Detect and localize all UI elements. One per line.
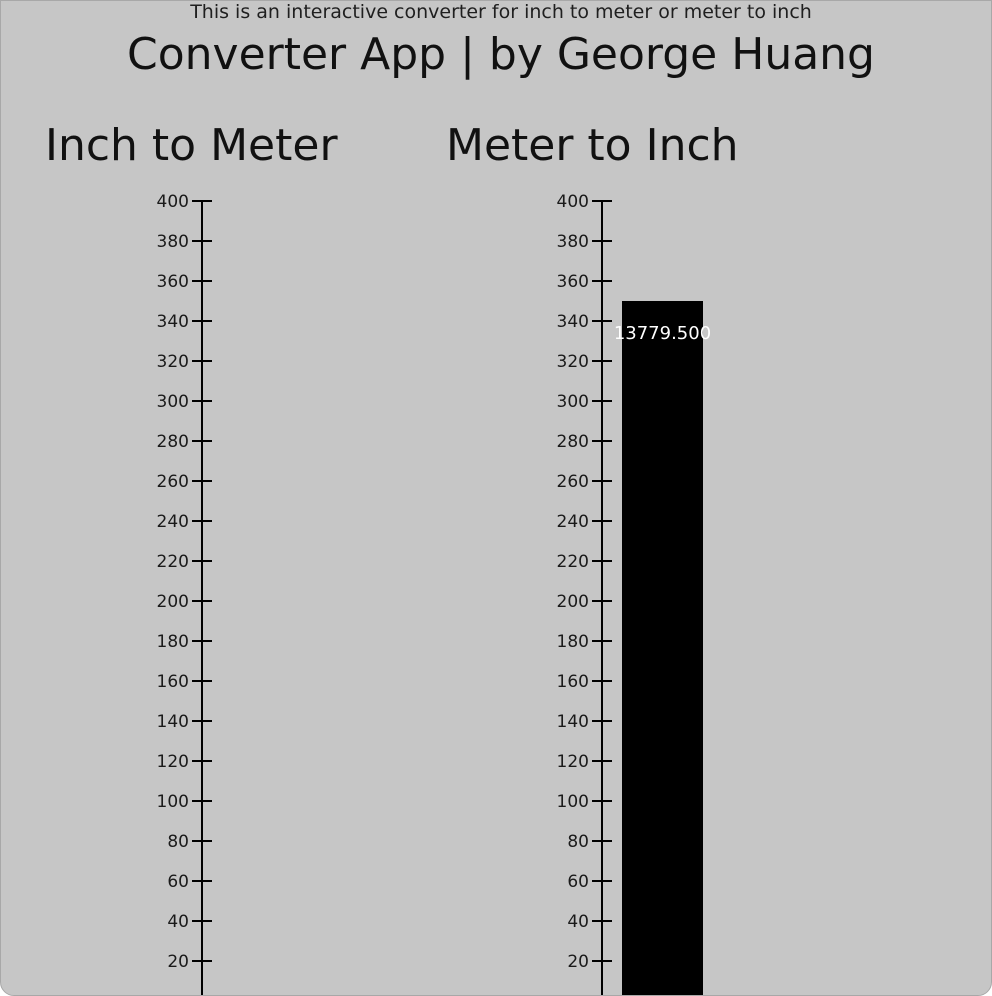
inch-to-meter-tick-label: 140 — [157, 712, 189, 732]
inch-to-meter-tick-label: 280 — [157, 432, 189, 452]
meter-to-inch-bar — [622, 301, 703, 995]
meter-to-inch-tick-label: 300 — [557, 392, 589, 412]
inch-to-meter-tick-label: 200 — [157, 592, 189, 612]
app-subtitle: This is an interactive converter for inc… — [190, 1, 812, 23]
inch-to-meter-tick-label: 180 — [157, 632, 189, 652]
meter-to-inch-tick-label: 360 — [557, 272, 589, 292]
inch-to-meter-tick-label: 380 — [157, 232, 189, 252]
inch-to-meter-tick-label: 320 — [157, 352, 189, 372]
inch-to-meter-tick-label: 120 — [157, 752, 189, 772]
inch-to-meter-tick-label: 220 — [157, 552, 189, 572]
meter-to-inch-tick-label: 340 — [557, 312, 589, 332]
inch-to-meter-title: Inch to Meter — [45, 120, 338, 171]
inch-to-meter-tick-label: 340 — [157, 312, 189, 332]
meter-to-inch-tick-label: 180 — [557, 632, 589, 652]
inch-to-meter-tick-label: 60 — [167, 872, 189, 892]
inch-to-meter-tick-label: 40 — [167, 912, 189, 932]
meter-to-inch-tick-label: 140 — [557, 712, 589, 732]
inch-to-meter-tick-label: 160 — [157, 672, 189, 692]
meter-to-inch-tick-label: 60 — [567, 872, 589, 892]
meter-to-inch-tick-label: 200 — [557, 592, 589, 612]
inch-to-meter-tick-label: 400 — [157, 192, 189, 212]
inch-to-meter-tick-label: 20 — [167, 952, 189, 972]
inch-to-meter-tick-label: 80 — [167, 832, 189, 852]
meter-to-inch-tick-label: 220 — [557, 552, 589, 572]
meter-to-inch-tick-label: 320 — [557, 352, 589, 372]
meter-to-inch-bar-label: 13779.500 — [614, 323, 711, 344]
inch-to-meter-tick-label: 300 — [157, 392, 189, 412]
inch-to-meter-tick-label: 360 — [157, 272, 189, 292]
meter-to-inch-tick-label: 40 — [567, 912, 589, 932]
meter-to-inch-tick-label: 240 — [557, 512, 589, 532]
meter-to-inch-tick-label: 260 — [557, 472, 589, 492]
meter-to-inch-tick-label: 100 — [557, 792, 589, 812]
meter-to-inch-tick-label: 120 — [557, 752, 589, 772]
meter-to-inch-tick-label: 280 — [557, 432, 589, 452]
meter-to-inch-title: Meter to Inch — [446, 120, 739, 171]
meter-to-inch-tick-label: 160 — [557, 672, 589, 692]
inch-to-meter-tick-label: 100 — [157, 792, 189, 812]
app-title: Converter App | by George Huang — [127, 29, 875, 80]
meter-to-inch-tick-label: 380 — [557, 232, 589, 252]
meter-to-inch-tick-label: 20 — [567, 952, 589, 972]
inch-to-meter-tick-label: 260 — [157, 472, 189, 492]
meter-to-inch-tick-label: 400 — [557, 192, 589, 212]
inch-to-meter-tick-label: 240 — [157, 512, 189, 532]
meter-to-inch-tick-label: 80 — [567, 832, 589, 852]
